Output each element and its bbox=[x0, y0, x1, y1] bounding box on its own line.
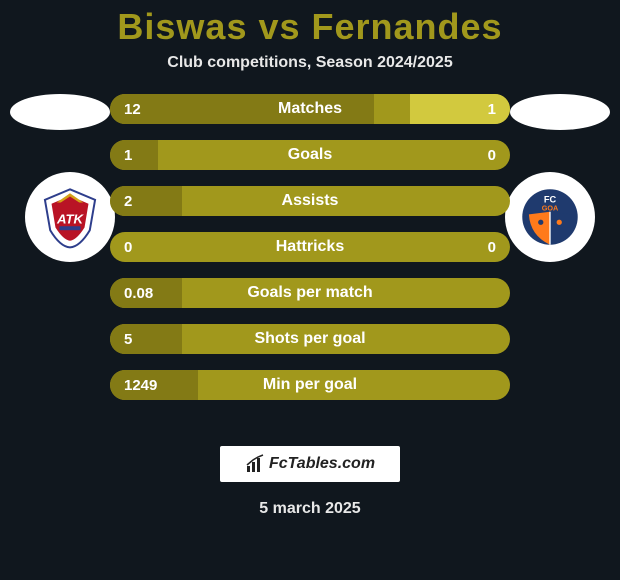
stat-row: 0.08Goals per match bbox=[110, 278, 510, 308]
comparison-panel: ATK FC GOA 12Matches11Goals02Assists0Hat… bbox=[0, 94, 620, 424]
player-photo-right bbox=[510, 94, 610, 130]
stat-value-right: 1 bbox=[488, 101, 496, 118]
stat-value-right: 0 bbox=[488, 147, 496, 164]
atk-logo-icon: ATK bbox=[37, 184, 103, 250]
svg-text:ATK: ATK bbox=[56, 212, 85, 227]
team-badge-right: FC GOA bbox=[505, 172, 595, 262]
brand-badge: FcTables.com bbox=[220, 446, 400, 482]
stat-label: Min per goal bbox=[110, 376, 510, 394]
stat-value-right: 0 bbox=[488, 239, 496, 256]
stat-label: Matches bbox=[110, 100, 510, 118]
stat-row: 2Assists bbox=[110, 186, 510, 216]
stat-bars: 12Matches11Goals02Assists0Hattricks00.08… bbox=[110, 94, 510, 400]
stat-row: 5Shots per goal bbox=[110, 324, 510, 354]
page-subtitle: Club competitions, Season 2024/2025 bbox=[0, 54, 620, 72]
fcgoa-logo-icon: FC GOA bbox=[517, 184, 583, 250]
date-label: 5 march 2025 bbox=[0, 500, 620, 518]
stat-row: 12Matches1 bbox=[110, 94, 510, 124]
chart-icon bbox=[245, 454, 265, 474]
stat-label: Goals bbox=[110, 146, 510, 164]
header: Biswas vs Fernandes Club competitions, S… bbox=[0, 0, 620, 72]
stat-label: Shots per goal bbox=[110, 330, 510, 348]
page-title: Biswas vs Fernandes bbox=[0, 6, 620, 48]
stat-label: Goals per match bbox=[110, 284, 510, 302]
stat-label: Assists bbox=[110, 192, 510, 210]
brand-text: FcTables.com bbox=[269, 455, 375, 473]
stat-row: 1249Min per goal bbox=[110, 370, 510, 400]
team-badge-left: ATK bbox=[25, 172, 115, 262]
stat-row: 0Hattricks0 bbox=[110, 232, 510, 262]
svg-text:GOA: GOA bbox=[542, 203, 559, 212]
stat-label: Hattricks bbox=[110, 238, 510, 256]
player-photo-left bbox=[10, 94, 110, 130]
stat-row: 1Goals0 bbox=[110, 140, 510, 170]
